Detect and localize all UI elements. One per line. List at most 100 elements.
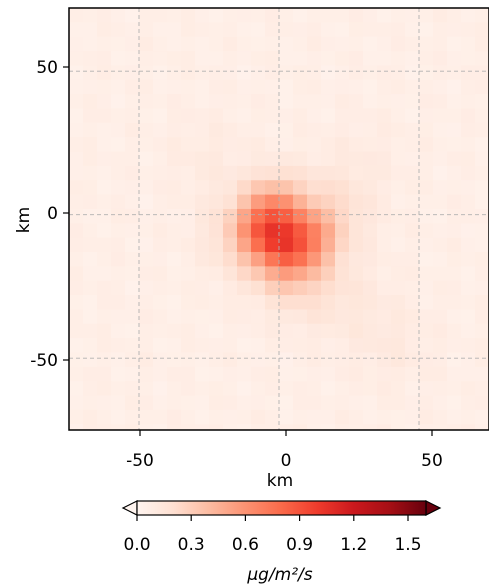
heatmap-cell: [111, 252, 126, 267]
heatmap-cell: [475, 51, 489, 66]
heatmap-cell: [153, 208, 168, 224]
heatmap-cell: [433, 8, 448, 23]
heatmap-cell: [321, 165, 336, 181]
heatmap-cell: [461, 309, 476, 325]
heatmap-cell: [321, 194, 336, 210]
heatmap-cell: [279, 309, 294, 325]
heatmap-cell: [265, 424, 280, 430]
heatmap-cell: [167, 108, 182, 124]
heatmap-cell: [69, 65, 84, 81]
heatmap-cell: [69, 252, 84, 267]
heatmap-cell: [223, 266, 238, 282]
heatmap-cell: [237, 395, 252, 411]
heatmap-cell: [69, 22, 84, 38]
heatmap-cell: [69, 79, 84, 95]
heatmap-cell: [265, 165, 280, 181]
heatmap-cell: [209, 395, 224, 411]
heatmap-cell: [265, 8, 280, 23]
heatmap-cell: [293, 8, 308, 23]
heatmap-cell: [167, 237, 182, 253]
heatmap-cell: [419, 381, 434, 397]
heatmap-cell: [391, 108, 406, 124]
heatmap-cell: [97, 266, 112, 282]
heatmap-cell: [419, 424, 434, 430]
heatmap-cell: [461, 409, 476, 425]
heatmap-cell: [97, 424, 112, 430]
heatmap-cell: [209, 151, 224, 167]
heatmap-cell: [475, 22, 489, 38]
heatmap-cell: [223, 151, 238, 167]
heatmap-cell: [223, 280, 238, 296]
heatmap-cell: [475, 381, 489, 397]
heatmap-cell: [181, 208, 196, 224]
heatmap-cell: [419, 79, 434, 95]
heatmap-cell: [153, 338, 168, 353]
heatmap-cell: [223, 165, 238, 181]
heatmap-cell: [97, 8, 112, 23]
heatmap-cell: [279, 280, 294, 296]
heatmap-cell: [307, 409, 322, 425]
heatmap-cell: [83, 352, 98, 368]
heatmap-cell: [83, 208, 98, 224]
heatmap-cell: [279, 180, 294, 196]
heatmap-cell: [293, 122, 308, 138]
heatmap-cell: [181, 165, 196, 181]
heatmap-cell: [391, 165, 406, 181]
heatmap-cell: [83, 122, 98, 138]
heatmap-cell: [279, 395, 294, 411]
heatmap-cell: [265, 295, 280, 310]
heatmap-cell: [265, 395, 280, 411]
heatmap-cell: [447, 237, 462, 253]
heatmap-cell: [195, 65, 210, 81]
heatmap-cell: [139, 266, 154, 282]
heatmap-cell: [391, 352, 406, 368]
heatmap-cell: [335, 295, 350, 310]
x-tick-label: -50: [126, 451, 154, 471]
heatmap-cell: [209, 323, 224, 339]
heatmap-cell: [97, 252, 112, 267]
heatmap-cell: [195, 79, 210, 95]
heatmap-cell: [251, 352, 266, 368]
heatmap-cell: [139, 381, 154, 397]
heatmap-cell: [195, 338, 210, 353]
heatmap-cell: [209, 94, 224, 109]
heatmap-cell: [97, 352, 112, 368]
heatmap-cell: [153, 65, 168, 81]
heatmap-cell: [335, 79, 350, 95]
heatmap-cell: [195, 223, 210, 239]
heatmap-cell: [167, 223, 182, 239]
heatmap-cell: [265, 237, 280, 253]
heatmap-cell: [293, 65, 308, 81]
heatmap-cell: [405, 94, 420, 109]
heatmap-cell: [279, 424, 294, 430]
heatmap-cell: [139, 165, 154, 181]
heatmap-cell: [405, 395, 420, 411]
heatmap-cell: [391, 36, 406, 52]
heatmap-cell: [363, 194, 378, 210]
heatmap-cell: [447, 51, 462, 66]
heatmap-cell: [307, 94, 322, 109]
heatmap-cell: [391, 366, 406, 382]
heatmap-cell: [83, 223, 98, 239]
heatmap-cell: [405, 122, 420, 138]
heatmap-cell: [461, 151, 476, 167]
heatmap-cell: [111, 108, 126, 124]
heatmap-cell: [447, 309, 462, 325]
heatmap-cell: [139, 424, 154, 430]
heatmap-cell: [209, 194, 224, 210]
heatmap-cell: [475, 151, 489, 167]
heatmap-cell: [335, 280, 350, 296]
heatmap-cell: [447, 395, 462, 411]
heatmap-cell: [209, 223, 224, 239]
heatmap-cell: [153, 381, 168, 397]
heatmap-cell: [97, 338, 112, 353]
heatmap-cell: [391, 395, 406, 411]
heatmap-cell: [125, 165, 140, 181]
heatmap-cell: [195, 137, 210, 153]
heatmap-cell: [83, 280, 98, 296]
heatmap-cell: [293, 165, 308, 181]
heatmap-cell: [377, 79, 392, 95]
heatmap-cell: [349, 338, 364, 353]
heatmap-cell: [83, 36, 98, 52]
heatmap-cell: [83, 338, 98, 353]
